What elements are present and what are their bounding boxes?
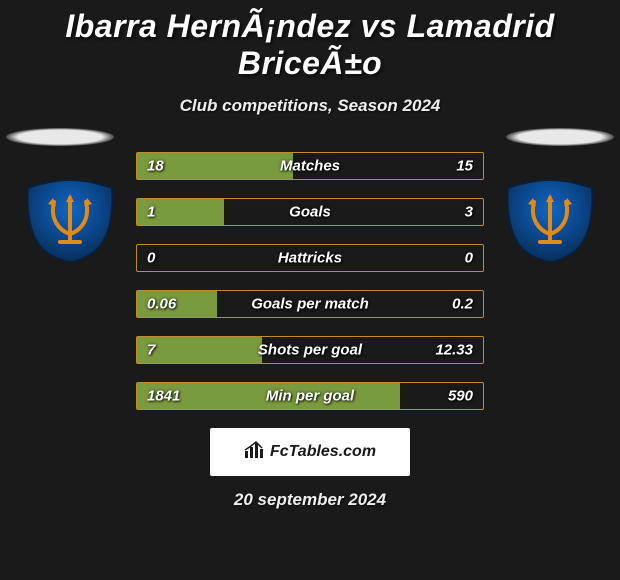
player-shadow-right (506, 128, 614, 146)
attribution-box: FcTables.com (210, 428, 410, 476)
shield-icon (20, 178, 120, 264)
stat-value-right: 3 (465, 204, 473, 221)
stat-bar-fill (137, 337, 262, 363)
shield-icon (500, 178, 600, 264)
player-shadow-left (6, 128, 114, 146)
team-badge-left (20, 178, 120, 264)
stat-value-left: 0 (147, 250, 155, 267)
stat-label: Hattricks (137, 250, 483, 267)
stat-bar-fill (137, 153, 293, 179)
stat-row: 1841Min per goal590 (136, 382, 484, 410)
comparison-card: Ibarra HernÃ¡ndez vs Lamadrid BriceÃ±o C… (0, 0, 620, 580)
stat-value-right: 590 (448, 388, 473, 405)
stats-list: 18Matches15 1Goals3 0Hattricks0 0.06Goals p… (136, 152, 484, 410)
attribution-text: FcTables.com (270, 443, 376, 461)
team-badge-right (500, 178, 600, 264)
stat-row: 0Hattricks0 (136, 244, 484, 272)
stat-bar-fill (137, 291, 217, 317)
stat-value-right: 0.2 (452, 296, 473, 313)
stat-row: 1Goals3 (136, 198, 484, 226)
date-label: 20 september 2024 (0, 490, 620, 510)
stat-value-right: 12.33 (435, 342, 473, 359)
stat-row: 0.06Goals per match0.2 (136, 290, 484, 318)
stat-row: 7Shots per goal12.33 (136, 336, 484, 364)
stat-bar-fill (137, 199, 224, 225)
stat-bar-fill (137, 383, 400, 409)
chart-bars-icon (244, 441, 266, 464)
stat-value-right: 0 (465, 250, 473, 267)
stat-value-right: 15 (456, 158, 473, 175)
stat-row: 18Matches15 (136, 152, 484, 180)
page-title: Ibarra HernÃ¡ndez vs Lamadrid BriceÃ±o (0, 8, 620, 82)
subtitle: Club competitions, Season 2024 (0, 96, 620, 116)
